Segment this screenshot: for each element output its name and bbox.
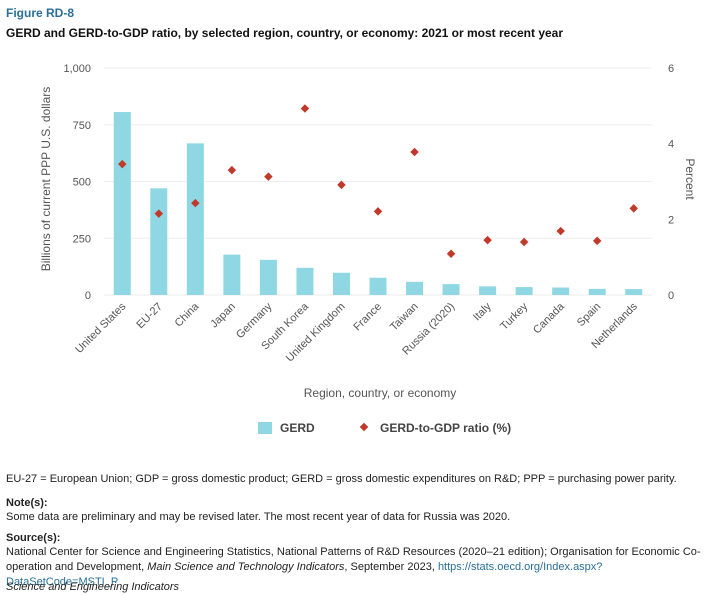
x-axis-label: Region, country, or economy [304, 386, 457, 400]
notes-heading: Note(s): [6, 497, 48, 509]
x-tick-label: Taiwan [388, 301, 421, 334]
footer: Science and Engineering Indicators [6, 581, 180, 593]
x-tick-label: Turkey [498, 300, 530, 332]
y2-tick-label: 6 [668, 63, 674, 75]
ratio-marker [154, 209, 164, 218]
bar [625, 289, 643, 295]
left-axis-ticks: 1,000 750 500 250 0 [63, 63, 91, 302]
figure-title: GERD and GERD-to-GDP ratio, by selected … [6, 26, 564, 40]
ratio-marker [373, 207, 383, 216]
ratio-marker [264, 172, 273, 181]
right-axis-ticks: 6 4 2 0 [668, 63, 674, 302]
notes-text: Some data are preliminary and may be rev… [6, 511, 511, 523]
legend-gerd-label: GERD [280, 421, 315, 435]
x-tick-label: Spain [575, 301, 603, 329]
legend-ratio-marker [359, 422, 369, 432]
ratio-marker [556, 226, 565, 236]
y2-tick-label: 0 [668, 290, 674, 302]
x-axis-ticks: United States EU-27 China JapanGermanySouth… [73, 300, 640, 364]
ratio-marker [300, 104, 310, 113]
ratio-marker [629, 204, 638, 213]
bar [369, 277, 387, 295]
x-tick-label: EU-27 [134, 301, 165, 332]
x-tick-label: Italy [471, 300, 494, 323]
y-tick-label: 250 [73, 233, 91, 245]
x-tick-label: France [351, 301, 384, 334]
bar [332, 272, 350, 295]
source-text: National Center for Science and Engineer… [6, 546, 701, 588]
ratio-marker [118, 159, 127, 169]
y2-axis-label: Percent [683, 158, 697, 200]
bar [150, 188, 168, 295]
x-tick-label: Japan [208, 301, 238, 331]
figure-label: Figure RD-8 [6, 6, 75, 20]
bar [113, 112, 131, 295]
gridlines [104, 67, 652, 296]
bar [223, 254, 241, 295]
ratio-marker [483, 235, 492, 245]
y-tick-label: 1,000 [63, 63, 91, 75]
x-tick-label: United States [73, 300, 129, 356]
y-tick-label: 500 [73, 177, 91, 189]
ratio-marker [337, 180, 346, 190]
bar [479, 286, 497, 295]
legend: GERD GERD-to-GDP ratio (%) [258, 421, 511, 435]
bars [113, 112, 643, 295]
bar [588, 288, 606, 295]
ratio-marker [227, 165, 237, 175]
bar [515, 287, 533, 295]
bar [296, 267, 314, 295]
bar [552, 287, 570, 295]
source-heading: Source(s): [6, 532, 61, 544]
legend-gerd-swatch [258, 422, 272, 434]
bar [259, 259, 277, 295]
y2-tick-label: 2 [668, 214, 674, 226]
legend-ratio-label: GERD-to-GDP ratio (%) [380, 421, 511, 435]
y2-tick-label: 4 [668, 139, 674, 151]
ratio-marker [191, 198, 200, 208]
ratio-marker [410, 147, 419, 157]
abbreviations-note: EU-27 = European Union; GDP = gross dome… [6, 473, 677, 485]
ratio-marker [446, 249, 456, 259]
source-link[interactable]: https://stats.oecd.org/Index.aspx?DataSe… [6, 561, 603, 588]
y-tick-label: 750 [73, 120, 91, 132]
y-tick-label: 0 [85, 290, 91, 302]
x-tick-label: Canada [531, 300, 567, 336]
y-axis-label: Billions of current PPP U.S. dollars [39, 87, 53, 272]
bar [406, 281, 424, 295]
ratio-marker [519, 237, 529, 247]
x-tick-label: China [173, 300, 202, 329]
chart: 1,000 750 500 250 0 6 4 2 0 United States EU-27 C… [39, 63, 697, 435]
bar [442, 284, 460, 295]
bar [186, 143, 204, 295]
